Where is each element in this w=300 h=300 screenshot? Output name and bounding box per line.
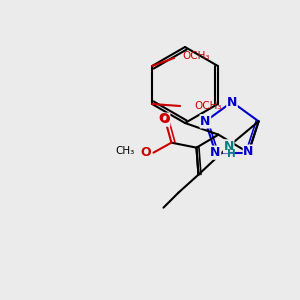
Text: OCH₃: OCH₃ — [182, 51, 210, 61]
Text: N: N — [227, 95, 237, 109]
Text: O: O — [159, 113, 170, 126]
Text: N: N — [200, 115, 211, 128]
Text: N: N — [224, 140, 234, 153]
Text: OCH₃: OCH₃ — [194, 101, 222, 111]
Text: N: N — [243, 145, 254, 158]
Text: O: O — [158, 112, 169, 125]
Text: N: N — [210, 146, 221, 159]
Text: CH₃: CH₃ — [116, 146, 135, 156]
Text: H: H — [227, 149, 236, 159]
Text: O: O — [140, 146, 151, 159]
